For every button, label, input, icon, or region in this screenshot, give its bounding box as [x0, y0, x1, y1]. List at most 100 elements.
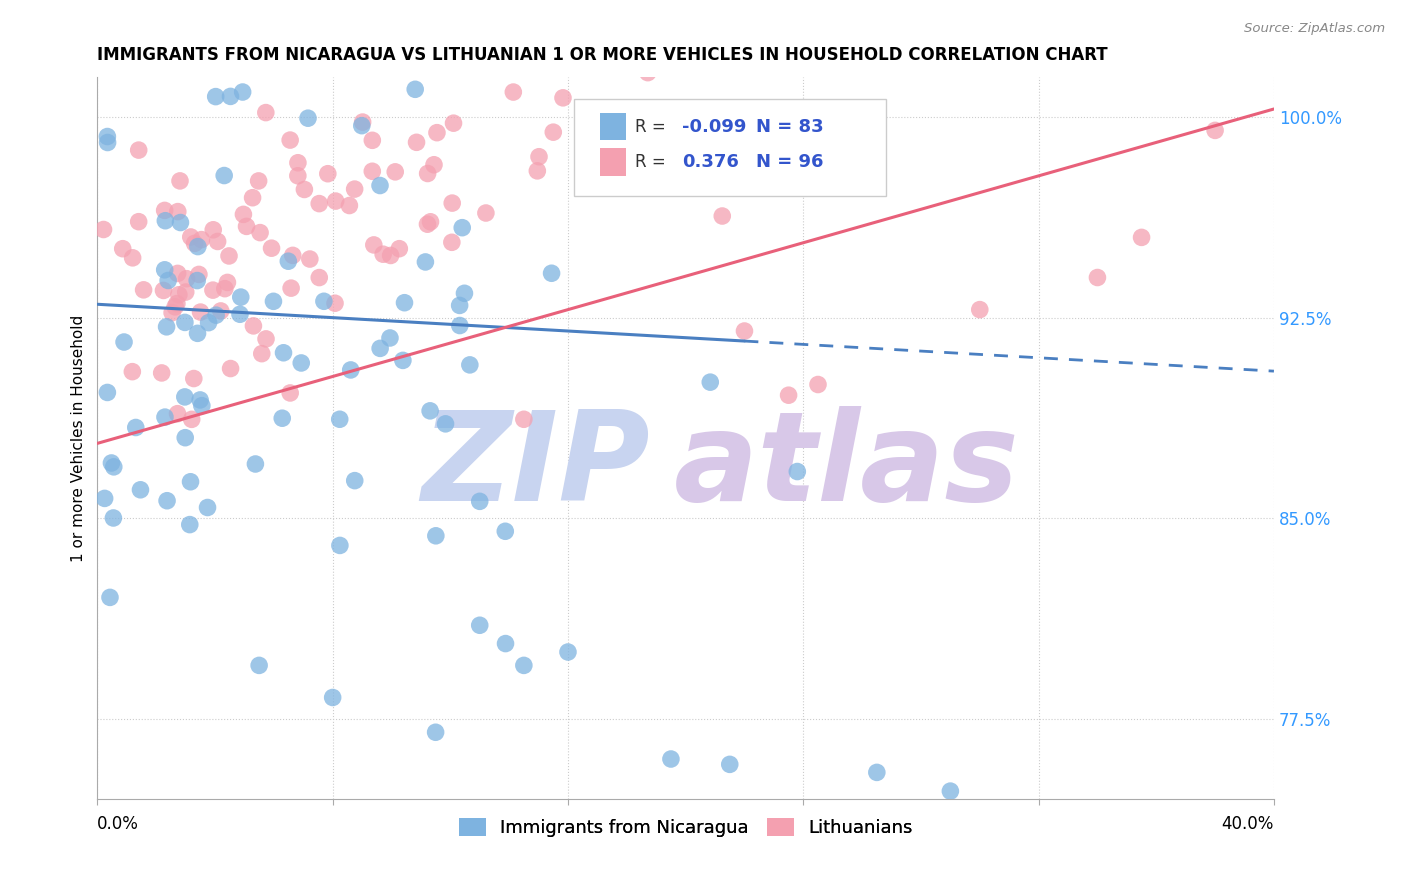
Point — [186, 274, 208, 288]
Point — [453, 286, 475, 301]
Point — [254, 105, 277, 120]
Point — [217, 276, 239, 290]
Point — [249, 226, 271, 240]
Point — [111, 242, 134, 256]
Text: R =: R = — [636, 118, 666, 136]
Point — [440, 235, 463, 250]
Point — [103, 511, 125, 525]
Point — [468, 618, 491, 632]
Point — [197, 316, 219, 330]
Text: N = 83: N = 83 — [756, 118, 824, 136]
Point — [129, 483, 152, 497]
Point — [475, 206, 498, 220]
Point — [186, 326, 208, 341]
Point — [373, 247, 395, 261]
Point — [229, 307, 252, 321]
Point — [419, 404, 441, 418]
Point — [1204, 123, 1226, 137]
Point — [166, 296, 188, 310]
Point — [235, 219, 257, 234]
Point — [166, 407, 188, 421]
Point — [188, 392, 211, 407]
Point — [416, 167, 439, 181]
Point — [169, 174, 191, 188]
Point — [100, 456, 122, 470]
Text: 0.0%: 0.0% — [97, 815, 139, 833]
Point — [232, 207, 254, 221]
Point — [308, 196, 330, 211]
Point — [96, 129, 118, 144]
Point — [156, 493, 179, 508]
Text: IMMIGRANTS FROM NICARAGUA VS LITHUANIAN 1 OR MORE VEHICLES IN HOUSEHOLD CORRELAT: IMMIGRANTS FROM NICARAGUA VS LITHUANIAN … — [97, 46, 1108, 64]
Point — [207, 235, 229, 249]
Point — [423, 158, 446, 172]
Point — [472, 20, 495, 34]
Point — [415, 255, 437, 269]
Point — [637, 65, 659, 79]
Point — [112, 334, 135, 349]
Point — [368, 342, 391, 356]
Point — [434, 417, 457, 431]
Point — [245, 457, 267, 471]
Point — [201, 283, 224, 297]
Point — [329, 412, 352, 426]
Point — [441, 196, 464, 211]
Point — [176, 271, 198, 285]
Point — [190, 305, 212, 319]
Point — [384, 165, 406, 179]
FancyBboxPatch shape — [574, 98, 886, 196]
Point — [969, 302, 991, 317]
Point — [132, 283, 155, 297]
Point — [173, 390, 195, 404]
Text: R =: R = — [636, 153, 666, 171]
Point — [167, 287, 190, 301]
Point — [659, 752, 682, 766]
Point — [343, 474, 366, 488]
Point — [308, 270, 330, 285]
Point — [209, 304, 232, 318]
Point — [392, 353, 415, 368]
Point — [543, 125, 565, 139]
Point — [419, 215, 441, 229]
Point — [260, 241, 283, 255]
Point — [153, 203, 176, 218]
Point — [278, 133, 301, 147]
Point — [98, 591, 121, 605]
Point — [292, 182, 315, 196]
Point — [218, 249, 240, 263]
Point — [155, 213, 177, 227]
Point — [416, 217, 439, 231]
Point — [361, 133, 384, 147]
Point — [280, 281, 302, 295]
FancyBboxPatch shape — [600, 113, 626, 140]
Point — [425, 725, 447, 739]
Point — [513, 658, 536, 673]
Point — [169, 215, 191, 229]
Point — [214, 282, 236, 296]
Point — [325, 194, 347, 208]
Point — [786, 465, 808, 479]
Point — [807, 377, 830, 392]
Point — [513, 412, 536, 426]
Point — [287, 155, 309, 169]
Point — [187, 239, 209, 253]
Point — [527, 150, 550, 164]
Point — [339, 363, 361, 377]
Point — [316, 167, 339, 181]
Point — [247, 658, 270, 673]
Point — [361, 164, 384, 178]
Point — [278, 386, 301, 401]
Point — [128, 143, 150, 157]
Point — [262, 294, 284, 309]
Point — [250, 346, 273, 360]
Y-axis label: 1 or more Vehicles in Household: 1 or more Vehicles in Household — [72, 314, 86, 562]
Point — [180, 412, 202, 426]
Point — [368, 178, 391, 193]
Point — [458, 358, 481, 372]
Point — [343, 182, 366, 196]
Point — [394, 295, 416, 310]
Point — [866, 765, 889, 780]
Text: ZIP: ZIP — [422, 407, 651, 527]
Point — [404, 82, 426, 96]
Point — [197, 500, 219, 515]
